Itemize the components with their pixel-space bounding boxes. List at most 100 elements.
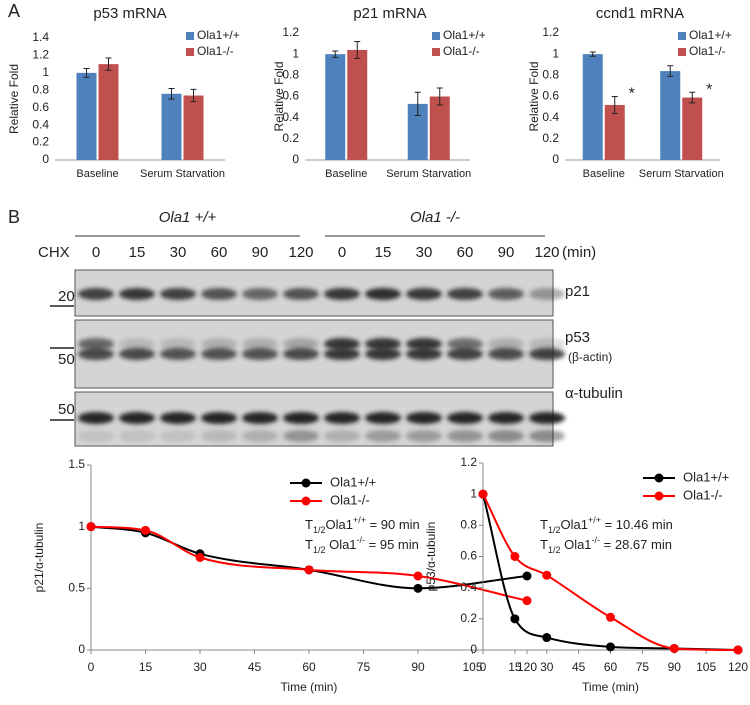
annotation-superscript: +/+ <box>588 515 601 525</box>
treatment-label: CHX <box>38 244 70 261</box>
y-tick-label: 0.8 <box>542 68 559 82</box>
error-bar <box>689 91 696 104</box>
data-point <box>606 642 615 652</box>
y-tick-label: 0.8 <box>460 518 477 532</box>
x-tick-label: Serum Starvation <box>639 168 724 180</box>
annotation-symbol: T <box>305 517 313 532</box>
protein-label: p53 <box>565 329 590 346</box>
blot-band <box>242 338 278 350</box>
annotation-text: = 90 min <box>366 517 420 532</box>
data-point <box>141 525 150 535</box>
legend-label: Ola1+/+ <box>683 469 729 484</box>
lane-label: 15 <box>129 244 146 261</box>
y-tick-label: 0.4 <box>542 110 559 124</box>
y-axis-label: Relative Fold <box>7 64 21 134</box>
y-tick-label: 0.6 <box>32 100 49 114</box>
blot-band <box>365 430 401 442</box>
lane-label: 60 <box>211 244 228 261</box>
error-bar <box>168 88 175 100</box>
group-label: Ola1 +/+ <box>159 209 217 226</box>
blot-band <box>242 430 278 442</box>
legend-label: Ola1+/+ <box>197 28 240 42</box>
blot-band <box>160 348 196 360</box>
blot-band <box>447 430 483 442</box>
legend-swatch <box>186 32 194 40</box>
blot-band <box>365 288 401 300</box>
data-point <box>413 571 423 581</box>
annotation-symbol: T <box>305 537 313 552</box>
legend-marker <box>301 478 311 488</box>
half-life-annotation: T1/2Ola1+/+ = 10.46 min <box>540 515 673 535</box>
error-bar <box>589 51 596 57</box>
blot-band <box>365 348 401 360</box>
y-tick-label: 0 <box>470 642 477 656</box>
y-tick-label: 1.2 <box>542 25 559 39</box>
error-bar <box>190 88 197 103</box>
blot-band <box>201 412 237 424</box>
x-tick-label: 15 <box>508 660 522 674</box>
legend-label: Ola1+/+ <box>689 28 732 42</box>
marker-size: 20 <box>58 288 75 305</box>
data-point <box>669 643 679 653</box>
blot-band <box>406 412 442 424</box>
y-tick-label: 1 <box>78 519 85 533</box>
blot-band <box>160 288 196 300</box>
group-label: Ola1 -/- <box>410 209 460 226</box>
marker-size: 50 <box>58 351 75 368</box>
error-bar <box>83 68 90 78</box>
annotation-text: = 28.67 min <box>600 537 672 552</box>
blot-band <box>529 348 565 360</box>
blot-band <box>406 430 442 442</box>
x-tick-label: 105 <box>462 660 482 674</box>
legend-marker <box>654 491 664 501</box>
blot-band <box>78 348 114 360</box>
legend-swatch <box>432 48 440 56</box>
blot-band <box>283 348 319 360</box>
bar <box>407 103 428 160</box>
x-tick-label: Serum Starvation <box>386 168 471 180</box>
blot-band <box>201 430 237 442</box>
half-life-annotation: T1/2 Ola1-/- = 95 min <box>305 535 419 555</box>
x-tick-label: 30 <box>193 660 207 674</box>
y-tick-label: 0.8 <box>282 68 299 82</box>
blot-band <box>488 348 524 360</box>
y-tick-label: 0.6 <box>282 89 299 103</box>
bar <box>429 96 450 160</box>
y-tick-label: 0.6 <box>542 89 559 103</box>
legend-marker <box>301 496 311 506</box>
blot-band <box>324 288 360 300</box>
lane-label: 120 <box>534 244 559 261</box>
chart-title: p53 mRNA <box>93 5 166 22</box>
marker-size: 50 <box>58 401 75 418</box>
x-tick-label: 45 <box>572 660 586 674</box>
bar <box>76 72 97 160</box>
y-tick-label: 0.2 <box>32 135 49 149</box>
bar <box>604 104 625 160</box>
blot-band <box>447 348 483 360</box>
data-point <box>542 633 552 643</box>
data-point <box>542 570 552 580</box>
data-point <box>413 583 423 593</box>
annotation-superscript: +/+ <box>353 515 366 525</box>
panel-label: A <box>8 1 20 21</box>
y-tick-label: 1.4 <box>32 30 49 44</box>
y-tick-label: 0.4 <box>32 117 49 131</box>
bar <box>183 95 204 160</box>
y-tick-label: 0.5 <box>68 581 85 595</box>
legend-label: Ola1+/+ <box>330 474 376 489</box>
significance-mark: * <box>706 81 712 98</box>
chart-title: p21 mRNA <box>353 5 426 22</box>
y-tick-label: 0 <box>78 642 85 656</box>
half-life-annotation: T1/2Ola1+/+ = 90 min <box>305 515 420 535</box>
x-tick-label: 60 <box>302 660 316 674</box>
x-tick-label: 0 <box>480 660 487 674</box>
bar <box>582 54 603 160</box>
y-tick-label: 0.8 <box>32 82 49 96</box>
blot-band <box>160 412 196 424</box>
y-tick-label: 0.4 <box>460 580 477 594</box>
error-bar <box>414 91 421 117</box>
blot-band <box>119 288 155 300</box>
bar <box>325 54 346 160</box>
blot-band <box>283 430 319 442</box>
lane-label: 30 <box>170 244 187 261</box>
